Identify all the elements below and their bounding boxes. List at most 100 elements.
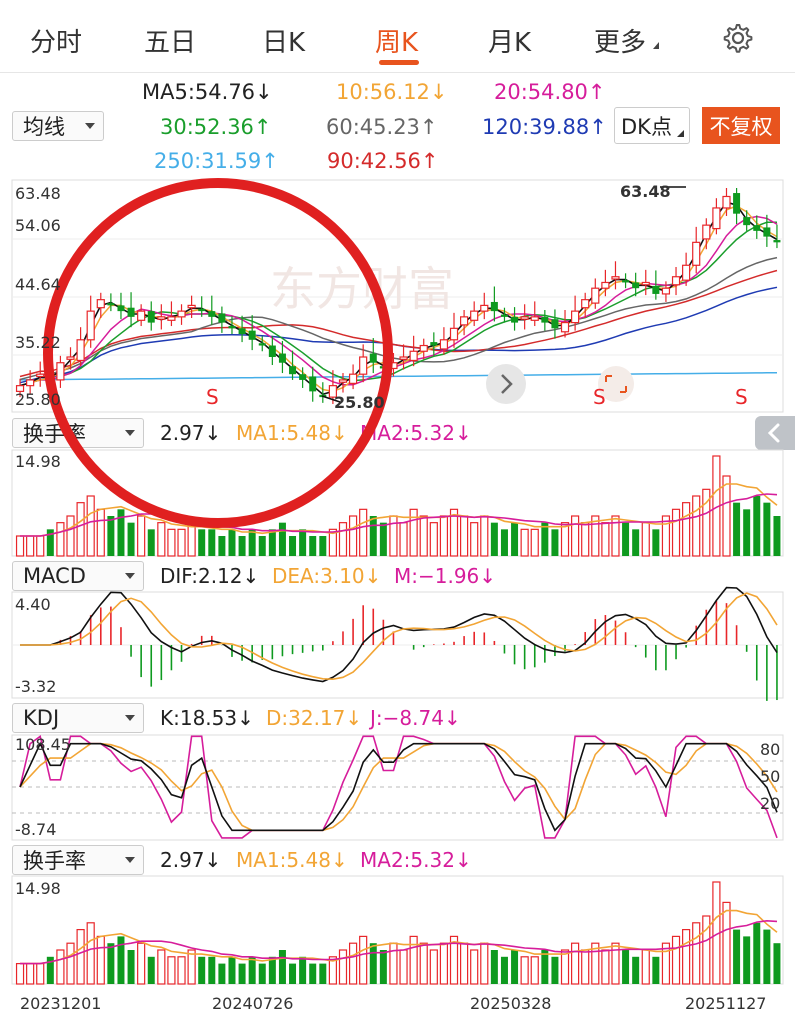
turnover-bar bbox=[147, 529, 155, 556]
turnover-selector-2[interactable]: 换手率 bbox=[12, 845, 144, 875]
turnover-bar bbox=[449, 508, 459, 557]
turnover-bar bbox=[601, 949, 610, 985]
candle-body bbox=[692, 241, 701, 266]
tab-monthly-k[interactable]: 月K bbox=[488, 28, 532, 58]
no-adjust-button[interactable]: 不复权 bbox=[702, 107, 780, 144]
candle-body bbox=[439, 339, 449, 350]
turnover-bar bbox=[429, 949, 438, 985]
turnover-bar bbox=[480, 515, 489, 557]
turnover-bar bbox=[560, 522, 570, 557]
turnover-bar bbox=[671, 508, 681, 557]
turnover-bar bbox=[560, 949, 570, 985]
ma30-value: 30:52.36↑ bbox=[160, 115, 272, 139]
ma5-value: MA5:54.76↓ bbox=[142, 80, 273, 104]
turnover-bar bbox=[480, 942, 489, 985]
dk-point-label: DK点 bbox=[621, 114, 672, 139]
high-price-label: 63.48 bbox=[620, 182, 671, 201]
turnover-bar bbox=[348, 515, 358, 557]
candle-body bbox=[15, 385, 25, 392]
turnover-2-ma1: MA1:5.48↓ bbox=[236, 848, 348, 872]
kdj-d-line bbox=[19, 742, 778, 832]
turnover-bar bbox=[459, 515, 469, 557]
turnover-bar bbox=[722, 475, 731, 557]
candle-body bbox=[591, 287, 600, 304]
kdj-j: J:−8.74↓ bbox=[370, 706, 461, 730]
sell-signal: S bbox=[206, 385, 219, 409]
turnover-bar bbox=[96, 508, 105, 557]
turnover-bar bbox=[248, 956, 256, 984]
turnover-bar bbox=[551, 956, 559, 984]
ma30-line bbox=[19, 221, 777, 387]
kdj-y-min: -8.74 bbox=[15, 820, 56, 839]
turnover-bar bbox=[309, 536, 317, 556]
turnover-bar bbox=[228, 529, 236, 556]
tab-intraday[interactable]: 分时 bbox=[30, 28, 83, 58]
sell-signal: S bbox=[593, 385, 606, 409]
kdj-selector[interactable]: KDJ bbox=[12, 703, 144, 733]
candle-body bbox=[399, 356, 408, 360]
period-tabs: 分时 五日 日K 周K 月K 更多 bbox=[0, 0, 795, 73]
turnover-bar bbox=[309, 963, 317, 984]
turnover-bar bbox=[449, 935, 459, 985]
candle-body bbox=[511, 316, 519, 323]
candle-body bbox=[289, 366, 297, 375]
turnover-bar bbox=[198, 529, 206, 556]
expand-icon-arrows bbox=[605, 375, 627, 393]
kdj-level-80: 80 bbox=[760, 740, 780, 759]
macd-dea-line bbox=[20, 592, 778, 681]
tab-five-day[interactable]: 五日 bbox=[144, 28, 197, 58]
candle-body bbox=[702, 224, 711, 240]
turnover-ma1-line bbox=[20, 909, 778, 965]
turnover-ma1-line bbox=[20, 483, 778, 537]
turnover-bar bbox=[511, 950, 519, 984]
turnover-bar bbox=[177, 956, 186, 985]
macd-m: M:−1.96↓ bbox=[394, 564, 497, 588]
macd-selector[interactable]: MACD bbox=[12, 561, 144, 591]
turnover-bar bbox=[218, 963, 226, 984]
candle-body bbox=[36, 373, 45, 378]
turnover-bar bbox=[763, 929, 771, 984]
scroll-right-button[interactable] bbox=[486, 364, 526, 404]
candle-body bbox=[541, 316, 549, 323]
tab-daily-k[interactable]: 日K bbox=[262, 28, 306, 58]
turnover-bar bbox=[622, 950, 630, 984]
ma60-value: 60:45.23↑ bbox=[326, 115, 438, 139]
candle-body bbox=[419, 344, 428, 352]
turnover-bar bbox=[743, 936, 751, 984]
candle-body bbox=[671, 276, 681, 286]
gear-icon[interactable] bbox=[722, 22, 754, 54]
candle-body bbox=[66, 356, 75, 360]
price-label-3: 44.64 bbox=[15, 275, 61, 294]
turnover-bar bbox=[289, 963, 297, 984]
turnover-bar bbox=[682, 928, 691, 985]
macd-dif: DIF:2.12↓ bbox=[160, 564, 260, 588]
turnover-ma2-line bbox=[20, 919, 778, 965]
turnover-bar bbox=[359, 508, 368, 557]
dk-point-button[interactable]: DK点 bbox=[614, 107, 690, 144]
price-label-2: 54.06 bbox=[15, 216, 61, 235]
candle-body bbox=[551, 319, 559, 329]
expand-icon[interactable] bbox=[598, 366, 634, 402]
turnover-selector-2-label: 换手率 bbox=[23, 849, 86, 873]
ma60-line bbox=[19, 256, 778, 381]
candle-body bbox=[147, 311, 155, 323]
ma-selector[interactable]: 均线 bbox=[12, 111, 104, 141]
turnover-bar bbox=[76, 928, 85, 985]
candle-body bbox=[733, 193, 741, 214]
kdj-k-line bbox=[19, 741, 778, 832]
kdj-selector-label: KDJ bbox=[23, 706, 60, 730]
kdj-d: D:32.17↓ bbox=[266, 706, 363, 730]
ma-selector-label: 均线 bbox=[23, 115, 65, 139]
turnover-bar bbox=[26, 535, 35, 557]
turnover-y-max: 14.98 bbox=[15, 452, 61, 471]
candle-body bbox=[228, 326, 236, 329]
candle-body bbox=[712, 207, 721, 230]
turnover-bar bbox=[56, 949, 65, 985]
collapse-panel-button[interactable] bbox=[755, 416, 795, 450]
tab-more[interactable]: 更多 bbox=[594, 28, 647, 58]
price-label-top: 63.48 bbox=[15, 184, 61, 203]
tab-weekly-k[interactable]: 周K bbox=[375, 28, 419, 58]
turnover-bar bbox=[773, 943, 781, 984]
ma20-value: 20:54.80↑ bbox=[494, 80, 606, 104]
